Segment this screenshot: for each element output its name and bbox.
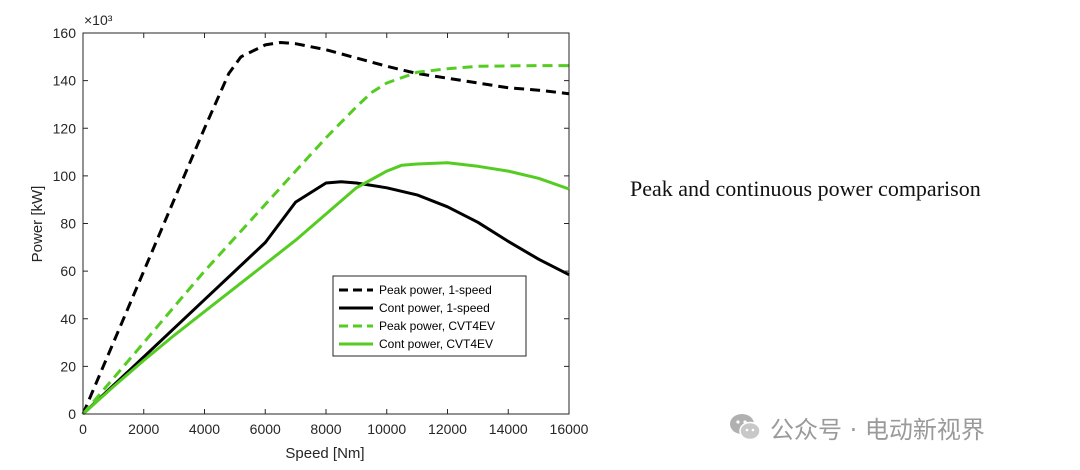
x-tick-label: 8000 (310, 421, 341, 437)
y-tick-label: 120 (53, 120, 77, 136)
plot-area (82, 32, 570, 415)
x-tick-label: 12000 (428, 421, 467, 437)
y-tick-label: 20 (60, 358, 76, 374)
x-tick-label: 6000 (250, 421, 281, 437)
x-tick-label: 14000 (489, 421, 528, 437)
series-line-3 (81, 64, 569, 415)
watermark: 公众号 · 电动新视界 (728, 412, 985, 444)
series-layer (81, 41, 570, 416)
series-line-2 (81, 180, 570, 416)
y-tick-label: 80 (60, 216, 76, 232)
legend-entry-label: Peak power, 1-speed (379, 283, 492, 297)
y-multiplier-label: ×10³ (84, 12, 113, 28)
x-tick-label: 0 (79, 421, 87, 437)
y-tick-label: 160 (53, 25, 77, 41)
x-tick-label: 4000 (189, 421, 220, 437)
power-chart: 0 2000 4000 6000 8000 10000 12000 14000 16000 0 20… (29, 12, 589, 462)
legend-entry-label: Cont power, 1-speed (379, 301, 490, 315)
y-tick-label: 40 (60, 311, 76, 327)
series-line-1 (81, 41, 570, 415)
y-tick-label: 100 (53, 168, 77, 184)
legend-entry-label: Cont power, CVT4EV (379, 337, 493, 351)
x-tick-label: 2000 (128, 421, 159, 437)
x-tick-label: 16000 (550, 421, 589, 437)
x-axis-label: Speed [Nm] (285, 445, 364, 462)
y-tick-label: 60 (60, 263, 76, 279)
figure-caption: Peak and continuous power comparison (630, 176, 981, 201)
y-tick-label: 0 (68, 406, 76, 422)
watermark-text: 公众号 · 电动新视界 (770, 415, 985, 444)
tick-labels: 0 2000 4000 6000 8000 10000 12000 14000 16000 0 20… (53, 25, 589, 437)
legend-entry-label: Peak power, CVT4EV (379, 319, 495, 333)
axes-box (82, 32, 570, 415)
y-axis-label: Power [kW] (29, 186, 46, 263)
y-tick-label: 140 (53, 73, 77, 89)
x-tick-label: 10000 (367, 421, 406, 437)
series-line-4 (81, 161, 570, 416)
legend: Peak power, 1-speed Cont power, 1-speed Pe… (332, 275, 527, 357)
wechat-icon (730, 414, 761, 441)
